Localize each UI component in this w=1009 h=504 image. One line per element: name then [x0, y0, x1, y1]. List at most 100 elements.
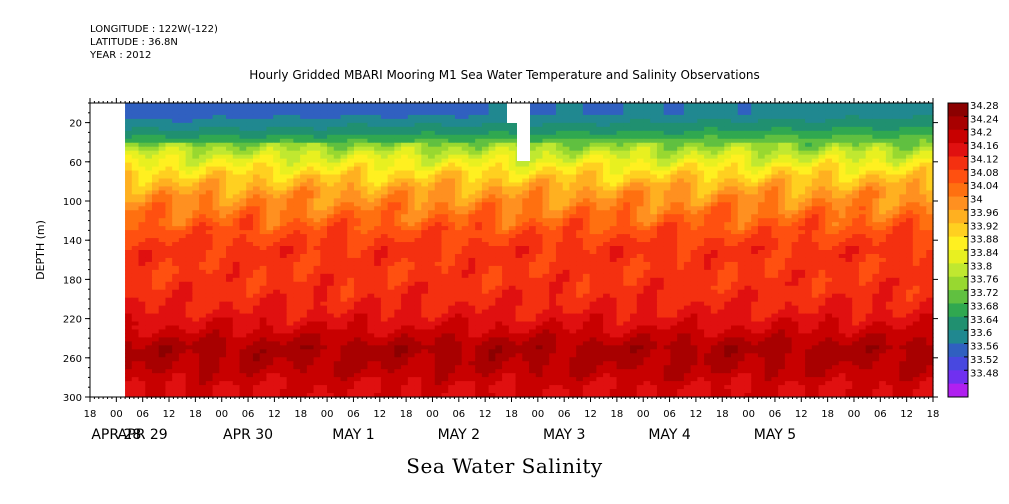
salinity-cell [158, 210, 167, 215]
salinity-cell [205, 166, 214, 172]
salinity-cell [724, 214, 732, 219]
salinity-cell [333, 250, 342, 255]
salinity-cell [353, 222, 362, 227]
salinity-cell [414, 178, 422, 184]
salinity-cell [394, 253, 402, 259]
salinity-cell [845, 130, 853, 136]
salinity-cell [818, 202, 826, 207]
salinity-cell [508, 210, 517, 215]
salinity-cell [751, 242, 759, 247]
salinity-cell [327, 250, 335, 255]
salinity-cell [818, 222, 826, 227]
salinity-cell [717, 246, 725, 251]
salinity-cell [434, 146, 443, 152]
salinity-cell [589, 186, 597, 191]
salinity-cell [852, 210, 860, 215]
salinity-cell [441, 150, 449, 156]
salinity-cell [131, 130, 140, 136]
salinity-cell [596, 206, 604, 211]
salinity-cell [603, 238, 611, 243]
salinity-cell [401, 170, 409, 176]
salinity-cell [569, 138, 577, 144]
salinity-cell [151, 253, 160, 259]
salinity-cell [643, 103, 651, 108]
salinity-cell [757, 142, 766, 148]
salinity-cell [407, 218, 416, 223]
salinity-cell [374, 202, 382, 207]
salinity-cell [818, 210, 826, 215]
salinity-cell [401, 261, 409, 267]
salinity-cell [434, 170, 443, 176]
salinity-cell [919, 106, 927, 112]
salinity-cell [502, 214, 510, 219]
salinity-cell [488, 218, 496, 223]
salinity-cell [778, 206, 786, 211]
salinity-cell [555, 138, 564, 144]
salinity-cell [279, 154, 288, 160]
salinity-cell [825, 261, 833, 267]
salinity-cell [421, 126, 429, 132]
salinity-cell [145, 253, 153, 259]
salinity-cell [832, 178, 840, 184]
salinity-cell [865, 138, 873, 144]
salinity-cell [125, 114, 133, 120]
salinity-cell [710, 182, 719, 188]
salinity-cell [919, 253, 927, 259]
salinity-cell [636, 154, 645, 160]
salinity-cell [239, 146, 247, 152]
salinity-cell [616, 253, 624, 259]
salinity-cell [906, 182, 914, 188]
salinity-cell [791, 162, 799, 168]
salinity-cell [360, 146, 369, 152]
salinity-cell [394, 265, 402, 271]
salinity-cell [401, 154, 409, 160]
salinity-cell [252, 186, 261, 191]
salinity-cell [333, 198, 342, 203]
salinity-cell [778, 154, 786, 160]
salinity-cell [428, 214, 436, 219]
salinity-cell [441, 154, 449, 160]
salinity-cell [818, 138, 826, 144]
salinity-cell [663, 190, 672, 195]
salinity-cell [306, 210, 315, 215]
salinity-cell [306, 103, 315, 108]
salinity-cell [737, 162, 746, 168]
salinity-cell [165, 182, 173, 188]
salinity-cell [805, 166, 813, 172]
salinity-cell [434, 103, 443, 108]
salinity-cell [677, 210, 685, 215]
salinity-cell [885, 110, 894, 116]
salinity-cell [239, 206, 247, 211]
salinity-cell [502, 174, 510, 180]
salinity-cell [858, 202, 867, 207]
salinity-cell [805, 210, 813, 215]
salinity-cell [125, 261, 133, 267]
salinity-cell [744, 138, 752, 144]
salinity-cell [650, 138, 658, 144]
salinity-cell [138, 242, 146, 247]
salinity-cell [892, 210, 900, 215]
salinity-cell [434, 178, 443, 184]
salinity-cell [899, 178, 907, 184]
salinity-cell [158, 114, 167, 120]
salinity-cell [300, 170, 308, 176]
salinity-cell [744, 142, 752, 148]
salinity-cell [879, 218, 887, 223]
salinity-cell [286, 122, 294, 128]
salinity-cell [178, 246, 187, 251]
salinity-cell [603, 166, 611, 172]
salinity-cell [650, 142, 658, 148]
salinity-cell [138, 253, 146, 259]
salinity-cell [387, 198, 395, 203]
salinity-cell [838, 138, 847, 144]
salinity-cell [757, 210, 766, 215]
salinity-cell [576, 106, 584, 112]
salinity-cell [683, 222, 692, 227]
salinity-cell [650, 261, 658, 267]
salinity-cell [865, 190, 873, 195]
salinity-cell [205, 118, 214, 124]
salinity-cell [609, 253, 618, 259]
salinity-cell [205, 218, 214, 223]
salinity-cell [697, 122, 705, 128]
salinity-cell [757, 154, 766, 160]
